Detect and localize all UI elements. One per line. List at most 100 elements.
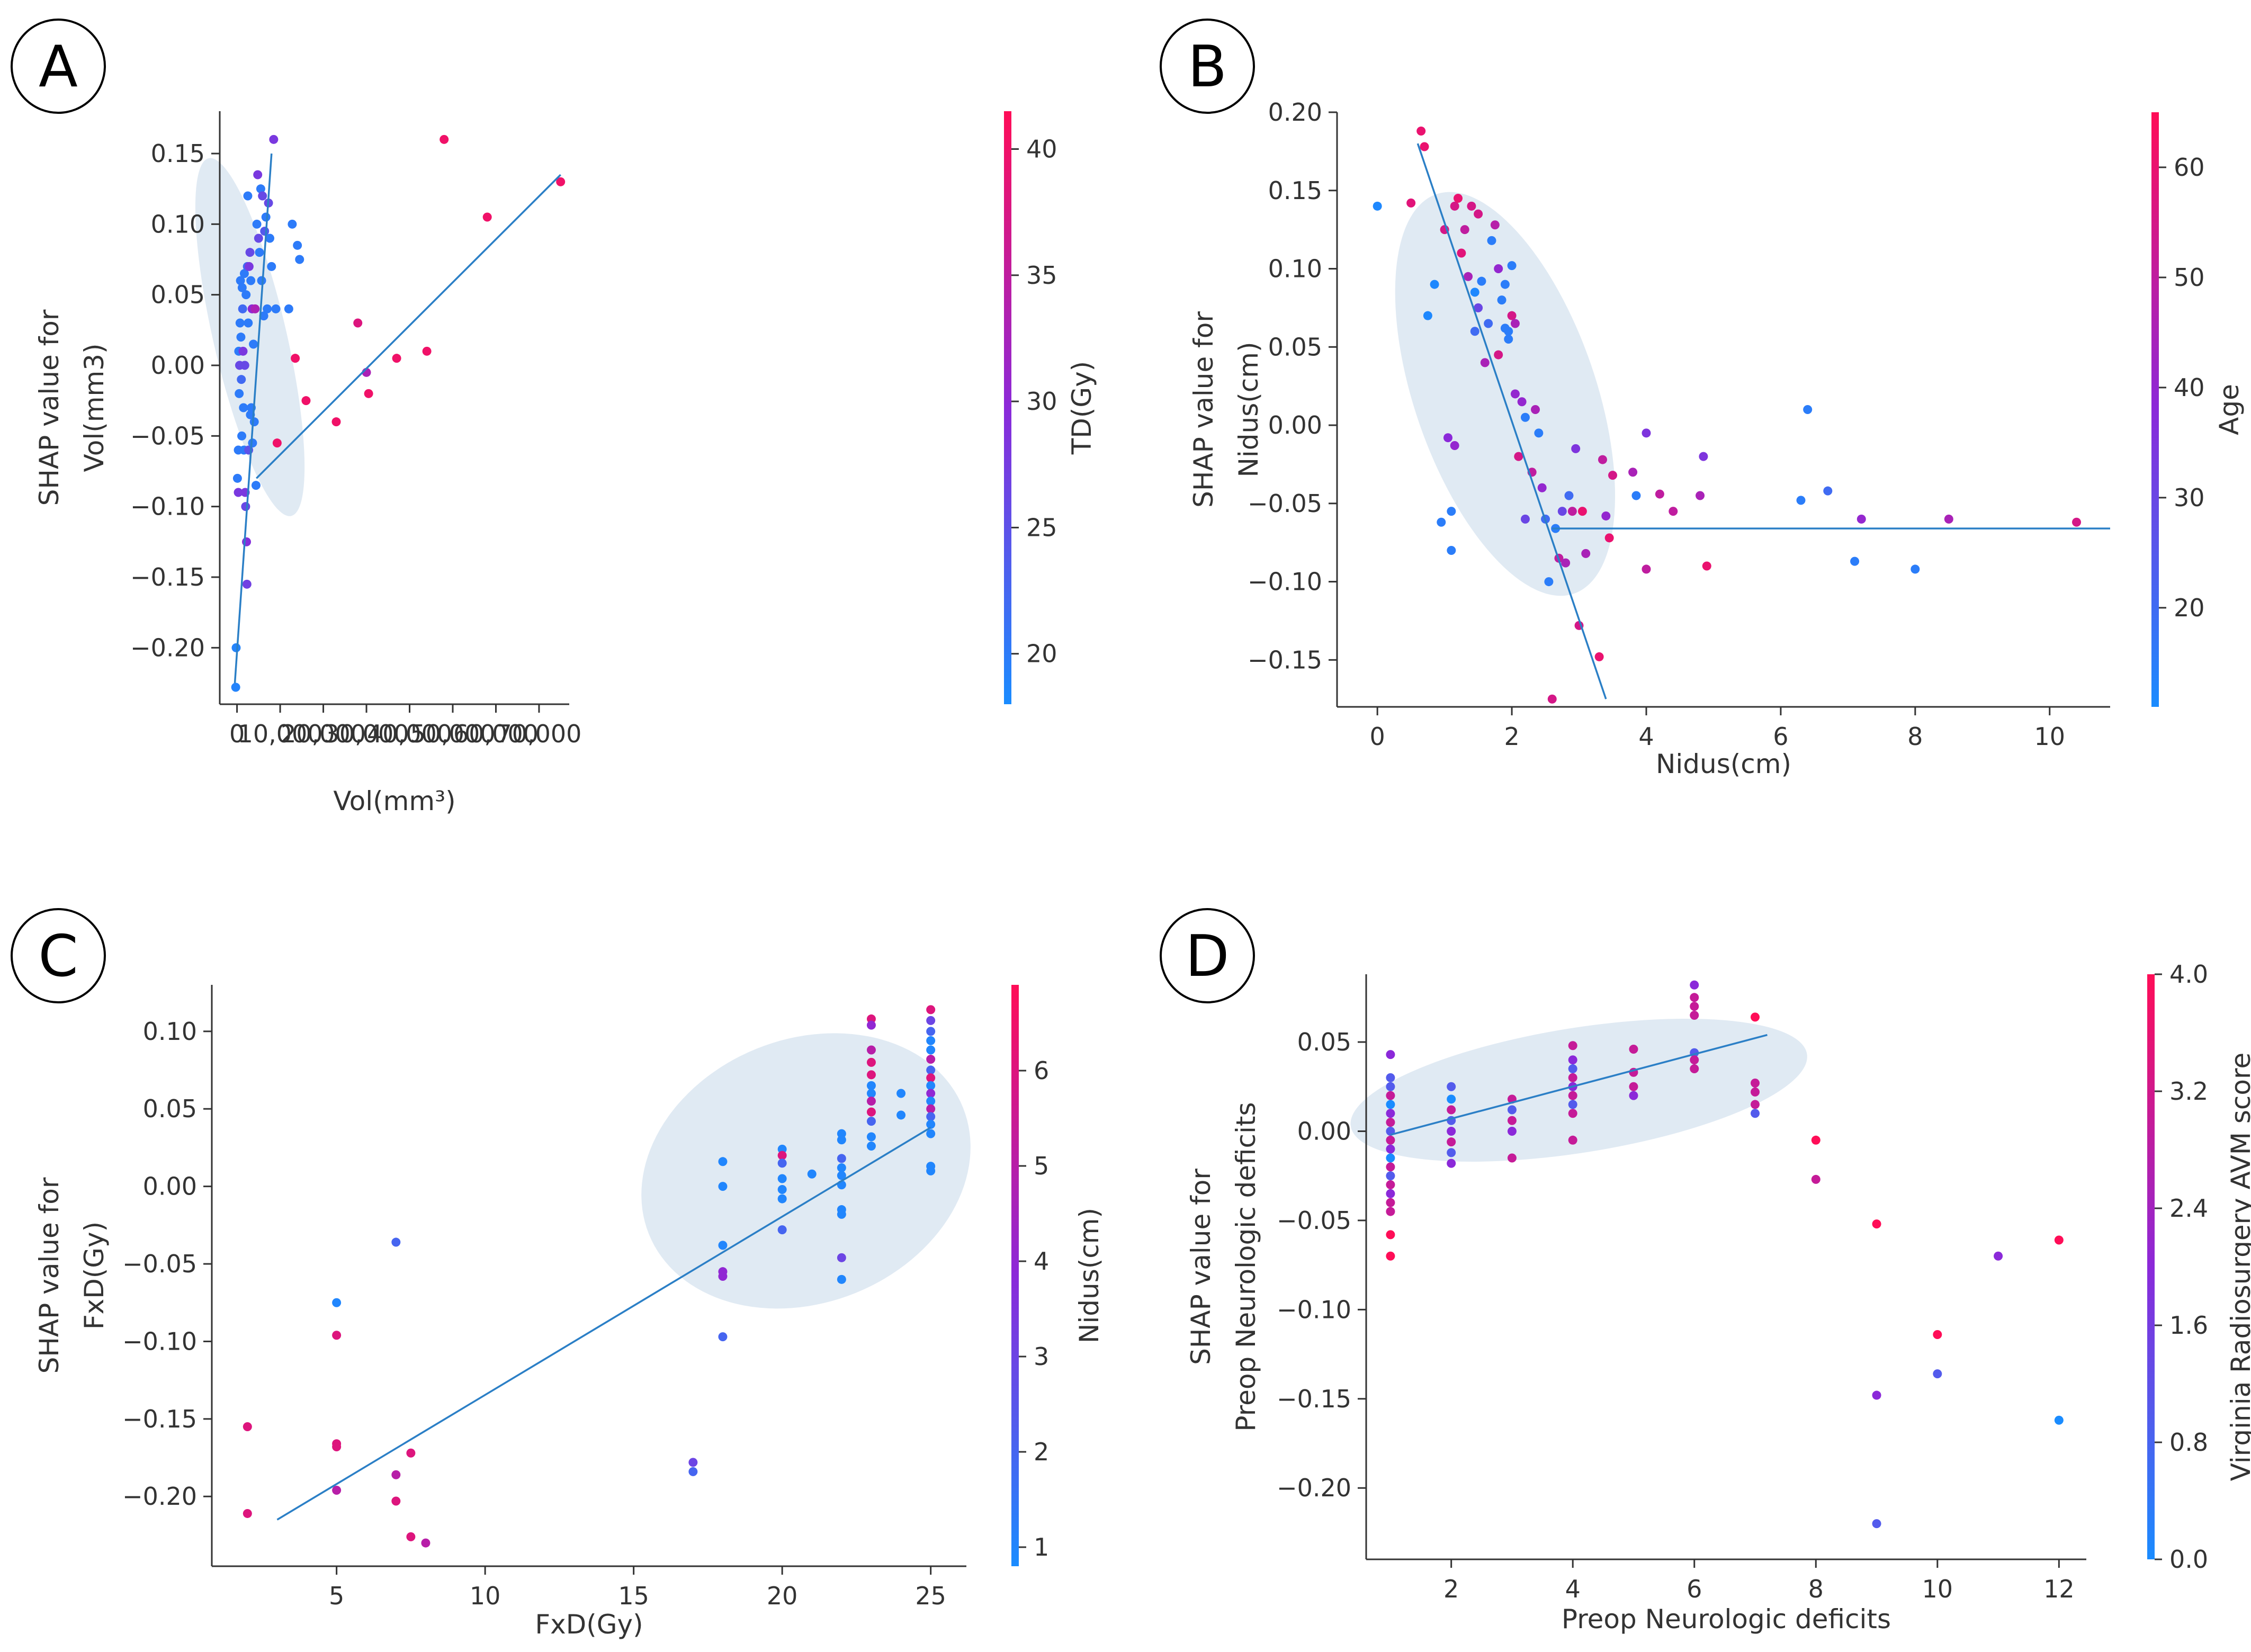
data-point	[777, 1159, 787, 1168]
data-point	[1510, 319, 1520, 328]
data-point	[1642, 564, 1651, 574]
data-point	[926, 1081, 936, 1090]
data-point	[1447, 1082, 1456, 1091]
y-tick-label: 0.00	[151, 351, 205, 380]
x-tick-label: 12	[2043, 1575, 2075, 1603]
data-point	[1690, 1064, 1699, 1074]
x-tick-label: 4	[1638, 722, 1654, 751]
panel-C: C5 10 15 20 25−0.20−0.15−0.10−0.050.000.050.…	[11, 908, 1105, 1640]
data-point	[238, 346, 248, 356]
data-point	[1494, 350, 1503, 360]
data-point	[926, 1166, 936, 1175]
data-point	[1386, 1073, 1395, 1082]
data-point	[1514, 452, 1523, 461]
colorbar-tick-label: 40	[1026, 134, 1057, 163]
colorbar-tick-label: 0.8	[2169, 1428, 2208, 1457]
data-point	[777, 1151, 787, 1160]
data-point	[837, 1135, 846, 1145]
panel-badge-label: B	[1188, 34, 1227, 100]
colorbar-tick-label: 20	[1026, 640, 1057, 668]
data-point	[1690, 980, 1699, 990]
data-point	[1447, 1126, 1456, 1136]
data-point	[1507, 311, 1517, 320]
data-point	[261, 212, 271, 222]
data-point	[1386, 1171, 1395, 1181]
x-axis-label: Vol(mm³)	[333, 786, 455, 816]
x-tick-label: 50,000	[410, 720, 496, 748]
data-point	[1872, 1390, 1881, 1400]
data-point	[1504, 327, 1513, 336]
data-point	[1604, 533, 1614, 543]
data-point	[272, 438, 282, 448]
y-tick-label: −0.10	[1277, 1295, 1351, 1324]
colorbar	[2151, 112, 2159, 707]
data-point	[718, 1182, 728, 1191]
data-point	[251, 481, 261, 490]
data-point	[1386, 1207, 1395, 1216]
colorbar-tick-label: 4.0	[2169, 960, 2208, 989]
y-tick-label: −0.20	[1277, 1474, 1351, 1502]
fit-line	[1390, 1034, 1768, 1136]
data-point	[232, 473, 242, 483]
y-tick-label: 0.20	[1268, 98, 1322, 127]
data-point	[2072, 517, 2082, 527]
y-axis-label-line2: Nidus(cm)	[1233, 342, 1264, 478]
colorbar-tick-label: 3.2	[2169, 1077, 2208, 1106]
colorbar-tick-label: 40	[2174, 373, 2205, 402]
x-tick-label: 70,000	[496, 720, 581, 748]
x-tick-label: 15	[618, 1582, 649, 1610]
panel-A: A 010,00020,00030,00040,00050,00060,00070…	[11, 19, 1097, 816]
data-point	[331, 417, 341, 427]
data-point	[1601, 511, 1611, 520]
data-point	[837, 1209, 846, 1219]
data-point	[866, 1020, 876, 1030]
data-point	[1416, 126, 1426, 136]
y-tick-label: −0.20	[122, 1482, 197, 1511]
y-tick-label: 0.05	[151, 281, 205, 309]
data-point	[246, 276, 256, 285]
data-point	[1850, 556, 1860, 566]
data-point	[234, 488, 243, 497]
data-point	[1531, 405, 1540, 414]
y-tick-label: −0.10	[1248, 568, 1322, 596]
data-point	[1470, 288, 1479, 297]
data-point	[1386, 1198, 1395, 1207]
data-point	[1517, 397, 1527, 407]
data-point	[332, 1298, 342, 1307]
data-point	[777, 1225, 787, 1235]
data-point	[1373, 201, 1382, 211]
data-point	[1406, 198, 1416, 208]
data-point	[242, 579, 252, 589]
data-point	[406, 1448, 416, 1458]
x-tick-label: 10	[470, 1582, 501, 1610]
data-point	[926, 1016, 936, 1025]
panel-B: B 0 2 4 6 8 10 −0.15 −0.10 −0.05 0.00 0.05 0.10 0.15 0…	[1160, 19, 2245, 779]
data-point	[1568, 1100, 1577, 1109]
data-point	[837, 1163, 846, 1173]
colorbar-label: TD(Gy)	[1066, 361, 1097, 455]
data-point	[288, 219, 297, 229]
data-point	[284, 304, 293, 313]
y-tick-label: −0.15	[122, 1405, 197, 1433]
data-point	[1470, 327, 1479, 336]
x-axis-label: Nidus(cm)	[1656, 749, 1791, 779]
data-point	[1447, 1094, 1456, 1104]
data-point	[1690, 1010, 1699, 1020]
data-point	[1497, 295, 1506, 305]
data-point	[1507, 1105, 1517, 1115]
data-point	[1577, 507, 1587, 516]
data-point	[1474, 209, 1483, 219]
data-point	[391, 1237, 401, 1247]
data-point	[1568, 1055, 1577, 1065]
panel-badge-circle	[1160, 908, 1255, 1003]
data-point	[254, 234, 263, 243]
data-point	[267, 262, 276, 271]
data-point	[422, 346, 432, 356]
fit-line	[234, 153, 273, 684]
data-point	[269, 134, 279, 144]
data-point	[353, 318, 363, 328]
x-tick-label: 10	[2034, 722, 2065, 751]
data-point	[1386, 1100, 1395, 1109]
data-point	[1457, 248, 1466, 258]
y-tick-label: 0.10	[143, 1017, 197, 1046]
